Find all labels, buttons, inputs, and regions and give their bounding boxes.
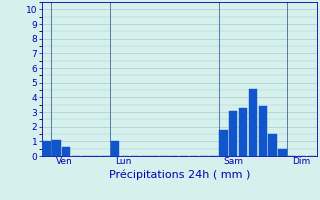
Bar — [219, 130, 228, 156]
Bar — [239, 108, 247, 156]
Bar — [259, 106, 267, 156]
X-axis label: Précipitations 24h ( mm ): Précipitations 24h ( mm ) — [108, 169, 250, 180]
Bar — [229, 111, 237, 156]
Bar — [111, 141, 119, 156]
Bar — [249, 89, 257, 156]
Bar — [268, 134, 277, 156]
Bar — [62, 147, 70, 156]
Bar — [278, 149, 287, 156]
Bar — [52, 140, 60, 156]
Bar — [42, 141, 51, 156]
